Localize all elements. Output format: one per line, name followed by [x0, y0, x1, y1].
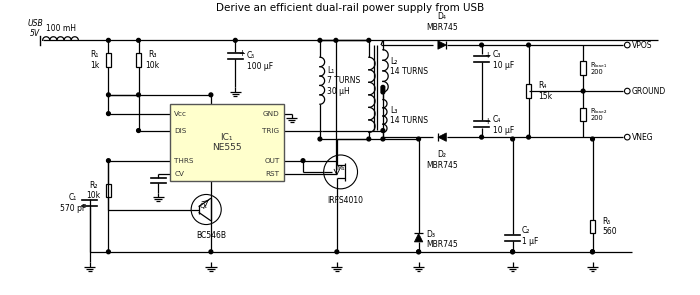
Text: R₃
10k: R₃ 10k: [146, 50, 160, 70]
Circle shape: [381, 90, 385, 94]
Circle shape: [318, 137, 322, 141]
Circle shape: [106, 159, 111, 163]
Circle shape: [209, 93, 213, 97]
Text: VPOS: VPOS: [632, 40, 652, 50]
Text: +: +: [484, 51, 491, 60]
Bar: [589, 220, 595, 233]
Polygon shape: [414, 233, 423, 242]
Text: Vᴄᴄ: Vᴄᴄ: [174, 111, 187, 117]
Circle shape: [367, 38, 371, 42]
Circle shape: [511, 250, 514, 254]
Circle shape: [233, 38, 237, 42]
Circle shape: [526, 135, 531, 139]
Text: OUT: OUT: [265, 158, 279, 164]
Polygon shape: [438, 41, 447, 49]
Text: D₂
MBR745: D₂ MBR745: [426, 150, 458, 170]
Text: TRIG: TRIG: [262, 127, 279, 134]
Text: R₂
10k: R₂ 10k: [86, 181, 101, 200]
Bar: [106, 184, 111, 197]
Circle shape: [381, 88, 385, 91]
Text: C₄
10 μF: C₄ 10 μF: [493, 115, 514, 135]
Text: USB
5V: USB 5V: [27, 19, 43, 38]
Circle shape: [136, 38, 141, 42]
Text: THRS: THRS: [174, 158, 194, 164]
Text: 100 mH: 100 mH: [46, 24, 76, 33]
Bar: [526, 84, 531, 98]
Text: VNEG: VNEG: [632, 133, 654, 142]
Circle shape: [136, 129, 141, 132]
Circle shape: [381, 86, 385, 89]
Circle shape: [511, 250, 514, 254]
Text: L₁
7 TURNS
30 μH: L₁ 7 TURNS 30 μH: [328, 66, 360, 96]
Circle shape: [581, 89, 585, 93]
Circle shape: [209, 250, 213, 254]
Circle shape: [480, 43, 484, 47]
Text: Q₁: Q₁: [199, 203, 207, 209]
Circle shape: [106, 38, 111, 42]
Text: C₃
10 μF: C₃ 10 μF: [493, 50, 514, 70]
Text: R₄
15k: R₄ 15k: [538, 81, 552, 101]
Text: D₃
MBR745: D₃ MBR745: [426, 230, 458, 249]
Circle shape: [301, 159, 305, 163]
Text: L₃
14 TURNS: L₃ 14 TURNS: [391, 106, 428, 125]
Circle shape: [480, 135, 484, 139]
Bar: [580, 61, 586, 75]
Circle shape: [318, 38, 322, 42]
Text: CV: CV: [174, 171, 184, 177]
Circle shape: [511, 137, 514, 141]
Text: Rₗₒₐₑ₁
200: Rₗₒₐₑ₁ 200: [591, 62, 607, 75]
Circle shape: [591, 250, 594, 254]
Circle shape: [334, 38, 338, 42]
Text: L₂
14 TURNS: L₂ 14 TURNS: [391, 57, 428, 76]
Text: C₂
1 μF: C₂ 1 μF: [522, 226, 538, 245]
Text: +: +: [238, 49, 245, 58]
Polygon shape: [438, 133, 447, 141]
Circle shape: [335, 250, 339, 254]
Circle shape: [591, 137, 594, 141]
Text: R₅
560: R₅ 560: [602, 217, 617, 236]
Text: GROUND: GROUND: [632, 86, 666, 96]
Text: C₁
570 pF: C₁ 570 pF: [60, 193, 86, 213]
Text: IRFS4010: IRFS4010: [328, 196, 363, 205]
Text: RST: RST: [265, 171, 279, 177]
Bar: [169, 104, 284, 181]
Circle shape: [136, 93, 141, 97]
Text: GND: GND: [262, 111, 279, 117]
Bar: [580, 107, 586, 121]
Title: Derive an efficient dual-rail power supply from USB: Derive an efficient dual-rail power supp…: [216, 3, 484, 13]
Text: C₅
100 μF: C₅ 100 μF: [246, 51, 273, 71]
Circle shape: [381, 137, 385, 141]
Circle shape: [106, 112, 111, 116]
Bar: [136, 53, 141, 67]
Text: +: +: [484, 117, 491, 126]
Text: R₁
1k: R₁ 1k: [90, 50, 99, 70]
Text: DIS: DIS: [174, 127, 187, 134]
Text: D₄
MBR745: D₄ MBR745: [426, 12, 458, 32]
Text: Rₗₒₐₑ₂
200: Rₗₒₐₑ₂ 200: [591, 108, 607, 121]
Circle shape: [381, 129, 385, 132]
Text: IC₁
NE555: IC₁ NE555: [212, 133, 241, 153]
Circle shape: [591, 250, 594, 254]
Circle shape: [106, 250, 111, 254]
Text: M₁: M₁: [336, 165, 345, 171]
Circle shape: [416, 250, 421, 254]
Circle shape: [367, 137, 371, 141]
Text: BC546B: BC546B: [196, 231, 226, 240]
Circle shape: [106, 93, 111, 97]
Bar: [106, 53, 111, 67]
Circle shape: [416, 137, 421, 141]
Circle shape: [416, 250, 421, 254]
Circle shape: [526, 43, 531, 47]
